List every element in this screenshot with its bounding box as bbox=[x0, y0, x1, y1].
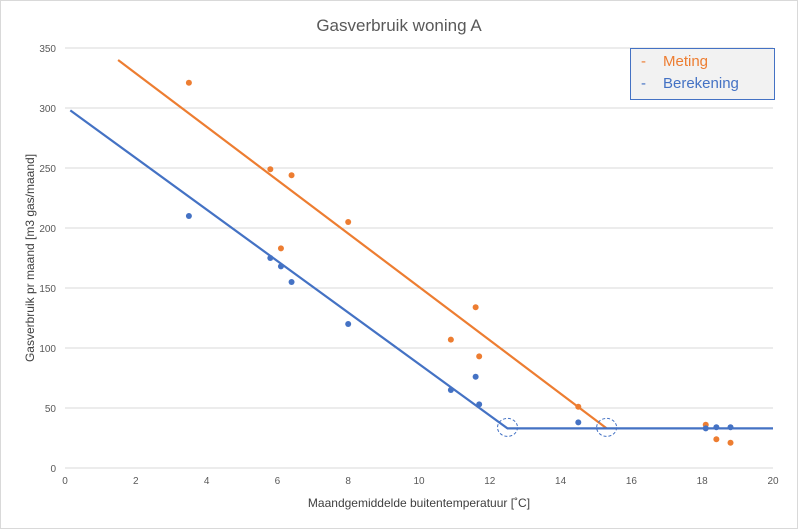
point-meting bbox=[476, 353, 483, 360]
legend-dash-meting: - bbox=[641, 53, 646, 70]
trend-line-meting bbox=[117, 59, 608, 430]
gridlines bbox=[65, 47, 773, 469]
point-berekening bbox=[702, 425, 709, 432]
x-tick-label: 14 bbox=[555, 476, 567, 487]
point-berekening bbox=[345, 321, 352, 327]
y-tick-label: 200 bbox=[39, 224, 56, 235]
x-tick-label: 6 bbox=[275, 476, 281, 487]
x-tick-label: 16 bbox=[626, 476, 638, 487]
point-meting bbox=[727, 439, 734, 446]
point-meting bbox=[288, 172, 295, 179]
point-berekening bbox=[713, 424, 720, 431]
x-tick-label: 10 bbox=[413, 476, 425, 487]
data-points bbox=[185, 79, 734, 446]
point-berekening bbox=[472, 373, 479, 380]
point-meting bbox=[267, 166, 274, 173]
point-berekening bbox=[476, 401, 483, 408]
y-axis-label: Gasverbruik pr maand [m3 gas/maand] bbox=[23, 153, 37, 363]
x-tick-label: 4 bbox=[204, 476, 210, 487]
point-meting bbox=[472, 304, 479, 311]
y-tick-label: 300 bbox=[39, 104, 56, 115]
trend-line-berekening bbox=[69, 109, 773, 430]
y-tick-labels: 0 50 100 150 200 250 300 350 bbox=[39, 44, 56, 475]
y-tick-label: 50 bbox=[45, 404, 57, 415]
point-meting bbox=[277, 245, 284, 252]
x-axis-label: Maandgemiddelde buitentemperatuur [˚C] bbox=[307, 496, 531, 510]
legend-item-berekening: - Berekening bbox=[641, 75, 739, 92]
x-tick-label: 0 bbox=[62, 476, 68, 487]
annotation-dashed-circle bbox=[596, 417, 618, 437]
point-berekening bbox=[277, 263, 284, 270]
point-meting bbox=[713, 436, 720, 443]
point-meting bbox=[575, 403, 582, 410]
point-berekening bbox=[575, 419, 582, 426]
y-tick-label: 350 bbox=[39, 44, 56, 55]
point-berekening bbox=[288, 279, 295, 285]
legend-dash-berekening: - bbox=[641, 75, 646, 92]
point-berekening bbox=[267, 255, 274, 261]
legend: - Meting - Berekening bbox=[630, 48, 775, 100]
x-tick-label: 8 bbox=[345, 476, 351, 487]
y-tick-label: 0 bbox=[50, 464, 56, 475]
y-tick-label: 100 bbox=[39, 344, 56, 355]
point-berekening bbox=[727, 424, 734, 431]
annotations bbox=[497, 417, 618, 437]
x-tick-label: 12 bbox=[484, 476, 496, 487]
point-meting bbox=[345, 219, 352, 225]
annotation-dashed-circle bbox=[497, 417, 518, 437]
trend-lines bbox=[69, 59, 773, 430]
x-tick-label: 20 bbox=[767, 476, 779, 487]
legend-item-meting: - Meting bbox=[641, 53, 708, 70]
x-tick-labels: 0 2 4 6 8 10 12 14 16 18 20 bbox=[62, 476, 779, 487]
chart-title: Gasverbruik woning A bbox=[316, 16, 482, 35]
x-tick-label: 2 bbox=[133, 476, 139, 487]
y-tick-label: 250 bbox=[39, 164, 56, 175]
point-berekening bbox=[447, 387, 454, 393]
point-meting bbox=[447, 336, 454, 343]
point-berekening bbox=[185, 213, 192, 219]
y-tick-label: 150 bbox=[39, 284, 56, 295]
x-tick-label: 18 bbox=[697, 476, 709, 487]
point-meting bbox=[185, 79, 192, 86]
legend-label-berekening: Berekening bbox=[663, 75, 739, 92]
legend-label-meting: Meting bbox=[663, 53, 709, 70]
